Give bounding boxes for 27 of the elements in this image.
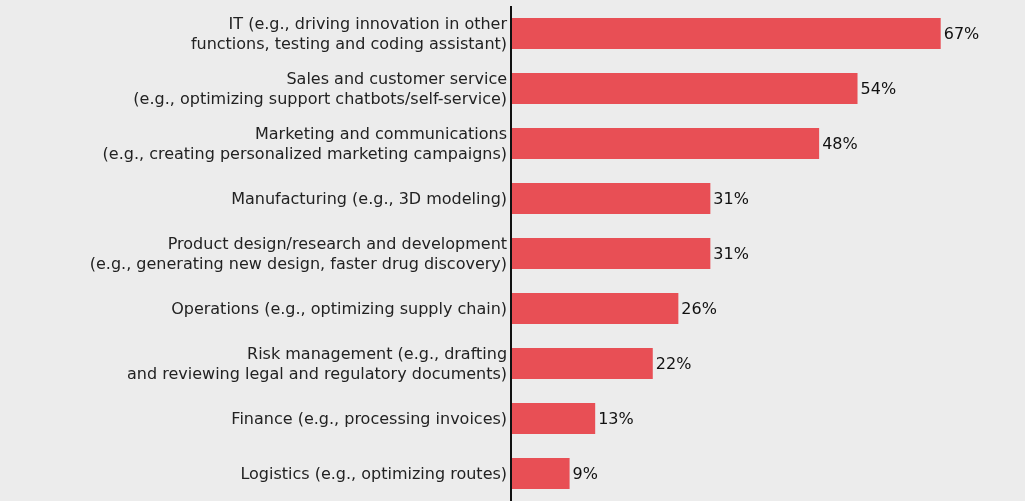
bar <box>512 238 711 269</box>
y-tick-label: Sales and customer service (e.g., optimizing support chatbots/self-service) <box>133 68 508 109</box>
data-label: 31% <box>713 244 749 263</box>
data-label: 54% <box>860 79 897 98</box>
y-tick-label: Risk management (e.g., drafting and reviewing legal and regulatory documents) <box>127 343 508 384</box>
bar <box>512 18 941 49</box>
data-label: 67% <box>943 24 980 43</box>
y-tick-label: Operations (e.g., optimizing supply chain) <box>171 299 508 319</box>
data-label: 13% <box>598 409 634 428</box>
bar <box>512 458 570 489</box>
bar <box>512 73 858 104</box>
data-label: 26% <box>681 299 717 318</box>
y-tick-label: Marketing and communications (e.g., creating personalized marketing campaigns) <box>102 123 508 164</box>
y-tick-label: Finance (e.g., processing invoices) <box>231 409 508 429</box>
data-label: 22% <box>655 354 692 373</box>
data-label: 9% <box>572 464 598 483</box>
bar <box>512 293 679 324</box>
y-tick-label: IT (e.g., driving innovation in other functions, testing and coding assistant) <box>190 13 508 54</box>
y-tick-label: Manufacturing (e.g., 3D modeling) <box>231 189 508 209</box>
data-label: 48% <box>822 134 858 153</box>
bar <box>512 183 711 214</box>
bar <box>512 348 653 379</box>
bar <box>512 403 596 434</box>
y-tick-label: Logistics (e.g., optimizing routes) <box>240 464 508 484</box>
y-tick-label: Product design/research and development (e.g., generating new design, faster drug discovery) <box>89 233 508 274</box>
bar <box>512 128 820 159</box>
data-label: 31% <box>713 189 749 208</box>
